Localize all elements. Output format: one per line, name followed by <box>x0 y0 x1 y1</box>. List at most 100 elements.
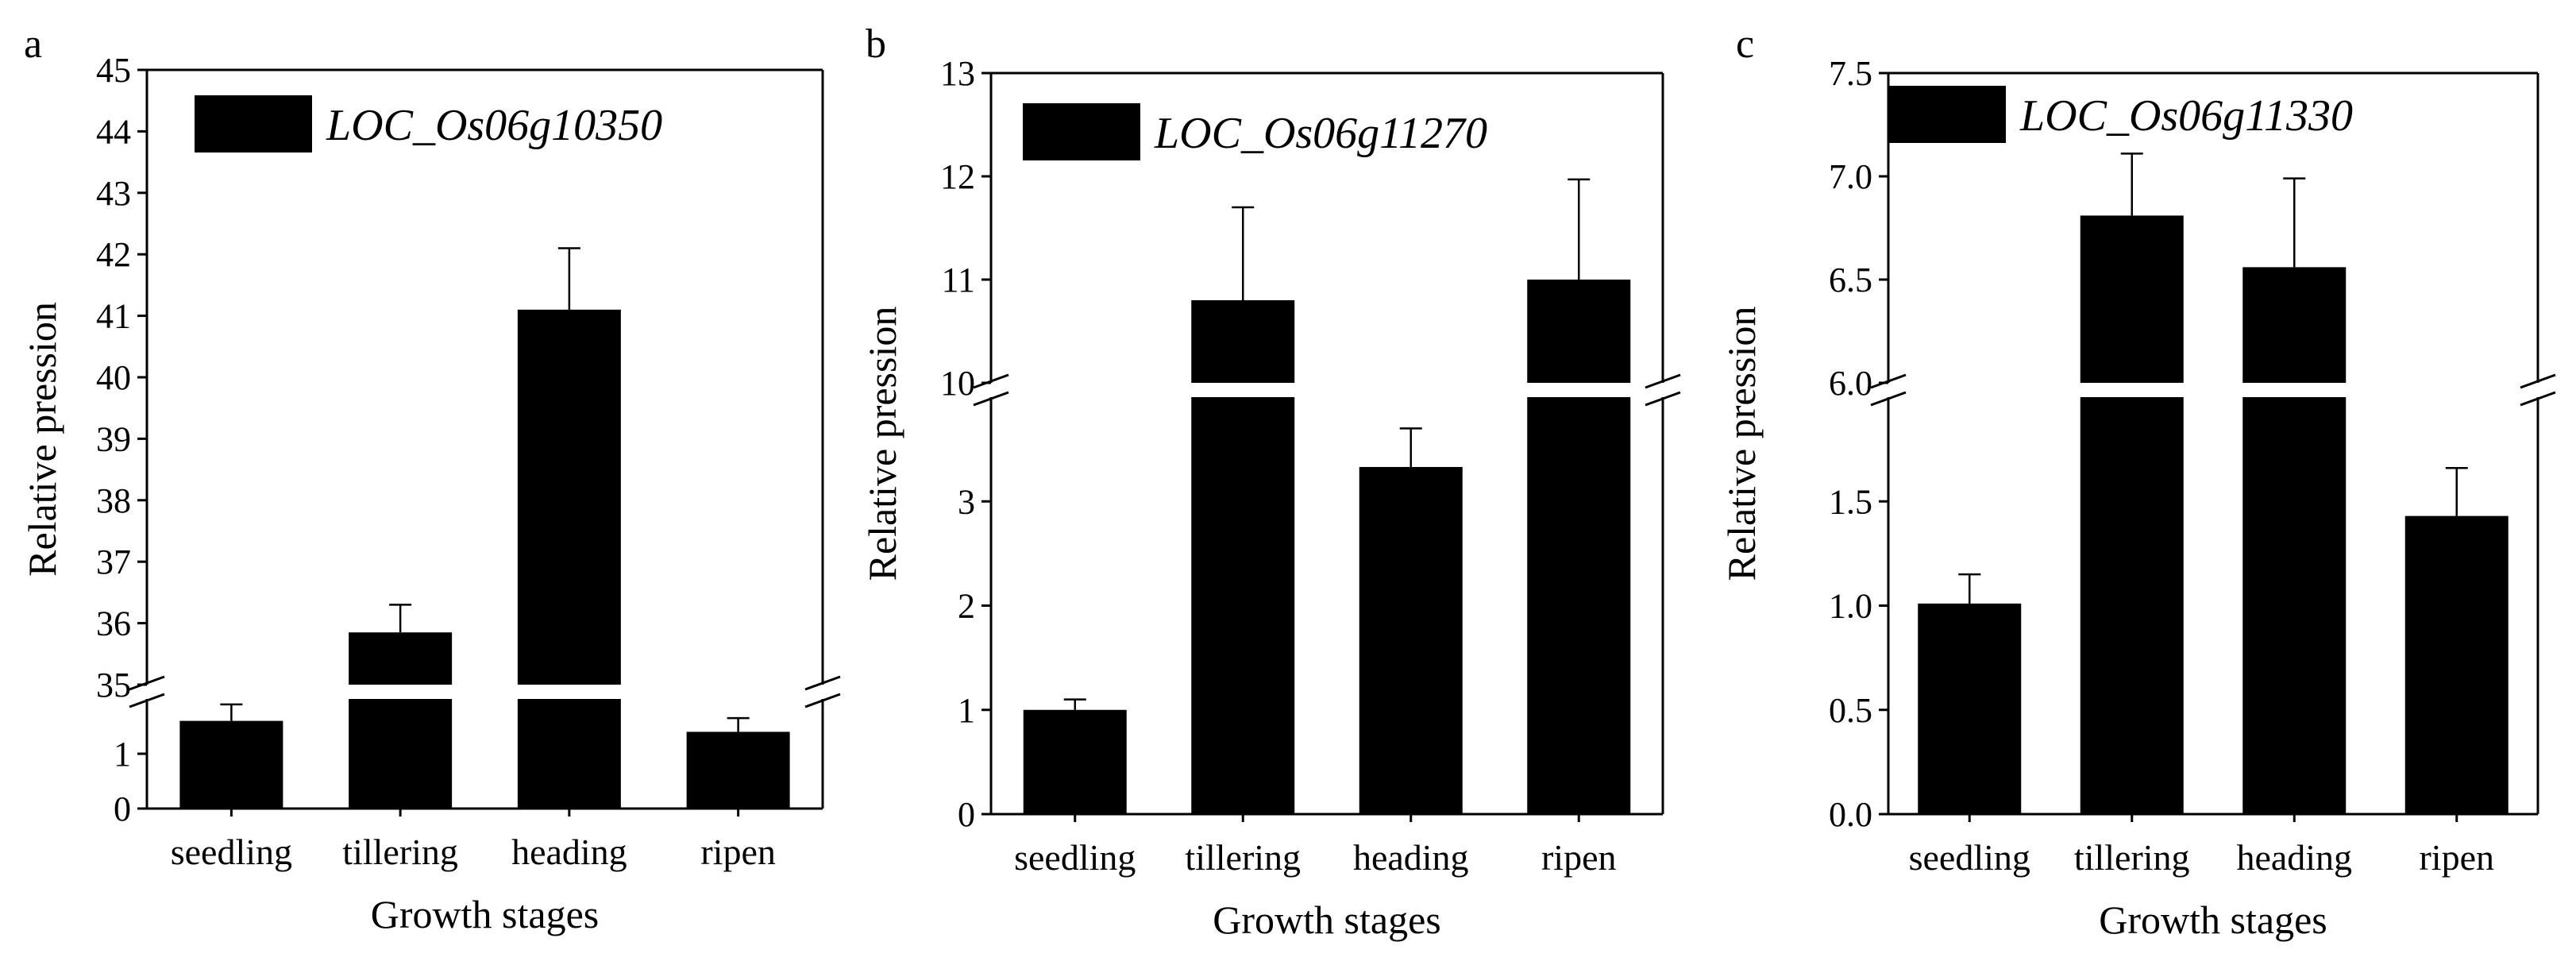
legend: LOC_Os06g11270 <box>1023 103 1487 160</box>
y-axis-title: Relative pression <box>1719 307 1764 581</box>
break-slash <box>973 373 1009 389</box>
panel-label: a <box>24 21 42 67</box>
y-tick-label: 45 <box>96 51 131 90</box>
y-tick-label: 0 <box>114 789 131 828</box>
bar-upper <box>517 309 621 685</box>
y-tick-label: 0 <box>958 795 975 834</box>
bar-group-tillering <box>349 604 453 809</box>
legend-swatch <box>195 95 312 152</box>
bar-group-heading <box>1359 427 1463 814</box>
x-axis-title: Growth stages <box>2099 898 2327 942</box>
bar-lower <box>1527 397 1631 814</box>
bar <box>2404 515 2509 814</box>
y-tick-label: 0.0 <box>1829 795 1872 834</box>
bar-upper <box>1527 280 1631 383</box>
break-slash <box>2520 391 2556 407</box>
bar <box>686 732 790 809</box>
y-tick-label: 1 <box>114 735 131 774</box>
bar <box>1359 466 1463 814</box>
bar-lower <box>517 699 621 809</box>
axis-break-left <box>129 675 165 708</box>
break-slash <box>1870 391 1907 407</box>
y-tick-label: 1.5 <box>1829 482 1872 521</box>
x-tick-label: seedling <box>171 832 292 872</box>
y-tick-label: 10 <box>940 364 975 403</box>
x-axis-title: Growth stages <box>371 892 599 936</box>
x-tick-label: tillering <box>342 832 458 872</box>
y-tick-label: 3 <box>958 482 975 521</box>
y-tick-label: 6.0 <box>1829 364 1872 403</box>
x-tick-label: seedling <box>1909 837 2030 878</box>
bar-group-ripen <box>2404 467 2509 814</box>
y-tick-label: 37 <box>96 542 131 581</box>
x-tick-label: heading <box>2236 837 2352 878</box>
x-tick-label: heading <box>511 832 627 872</box>
y-tick-label: 13 <box>940 54 975 93</box>
y-tick-label: 11 <box>942 261 975 299</box>
bar-group-tillering <box>2080 152 2184 814</box>
legend-swatch <box>1023 103 1140 160</box>
y-tick-label: 6.5 <box>1829 261 1872 299</box>
y-tick-label: 41 <box>96 297 131 336</box>
bar-lower <box>1191 397 1295 814</box>
break-slash <box>1645 391 1681 407</box>
y-tick-label: 7.0 <box>1829 157 1872 196</box>
break-slash <box>804 675 841 691</box>
break-slash <box>1870 373 1907 389</box>
x-tick-label: seedling <box>1014 837 1136 878</box>
break-slash <box>129 675 165 691</box>
bar-lower <box>349 699 453 809</box>
y-tick-label: 7.5 <box>1829 54 1872 93</box>
axis-break-right <box>804 675 841 708</box>
legend-label: LOC_Os06g10350 <box>326 101 662 150</box>
break-slash <box>2520 373 2556 389</box>
axis-break-left <box>1870 373 1907 407</box>
break-slash <box>804 693 841 708</box>
axis-break-right <box>2520 373 2556 407</box>
bar-lower <box>2242 397 2347 814</box>
chart-panel-c: 6.0 6.5 7.0 7.5 0.0 0.5 1.0 1.5 seedling tillerin… <box>1719 21 2556 942</box>
y-tick-label: 40 <box>96 358 131 397</box>
y-tick-label: 44 <box>96 112 131 151</box>
bar-upper <box>2242 267 2347 383</box>
break-slash <box>129 693 165 708</box>
x-tick-label: heading <box>1353 837 1469 878</box>
x-axis-title: Growth stages <box>1213 898 1440 942</box>
bar-lower <box>2080 397 2184 814</box>
legend-label: LOC_Os06g11270 <box>1154 109 1487 158</box>
panel-label: c <box>1736 21 1754 67</box>
panel-label: b <box>866 21 886 67</box>
legend: LOC_Os06g11330 <box>1888 86 2353 143</box>
y-tick-label: 12 <box>940 157 975 196</box>
y-tick-label: 43 <box>96 174 131 213</box>
bar <box>1918 603 2022 814</box>
x-tick-label: ripen <box>1541 837 1617 878</box>
y-tick-label: 2 <box>958 587 975 626</box>
bar-group-tillering <box>1191 206 1295 814</box>
x-tick-label: ripen <box>700 832 776 872</box>
x-tick-label: tillering <box>1185 837 1301 878</box>
y-tick-label: 38 <box>96 481 131 520</box>
bar-group-ripen <box>1527 178 1631 814</box>
bar <box>1023 709 1127 814</box>
bar <box>179 720 283 809</box>
legend-label: LOC_Os06g11330 <box>2019 91 2353 141</box>
axis-break-left <box>973 373 1009 407</box>
x-tick-label: tillering <box>2074 837 2190 878</box>
y-tick-label: 39 <box>96 419 131 458</box>
axis-break-right <box>1645 373 1681 407</box>
y-tick-label: 1 <box>958 691 975 730</box>
bar-upper <box>2080 215 2184 383</box>
chart-panel-a: 35 36 37 38 39 40 41 42 43 44 45 0 1 seedling tillerin… <box>20 21 841 936</box>
y-tick-label: 36 <box>96 604 131 643</box>
legend: LOC_Os06g10350 <box>195 95 662 152</box>
break-slash <box>973 391 1009 407</box>
break-slash <box>1645 373 1681 389</box>
y-tick-label: 0.5 <box>1829 691 1872 730</box>
legend-swatch <box>1888 86 2006 143</box>
bar-upper <box>1191 300 1295 383</box>
y-axis-title: Relative pression <box>20 302 64 577</box>
bar-group-seedling <box>179 703 283 809</box>
